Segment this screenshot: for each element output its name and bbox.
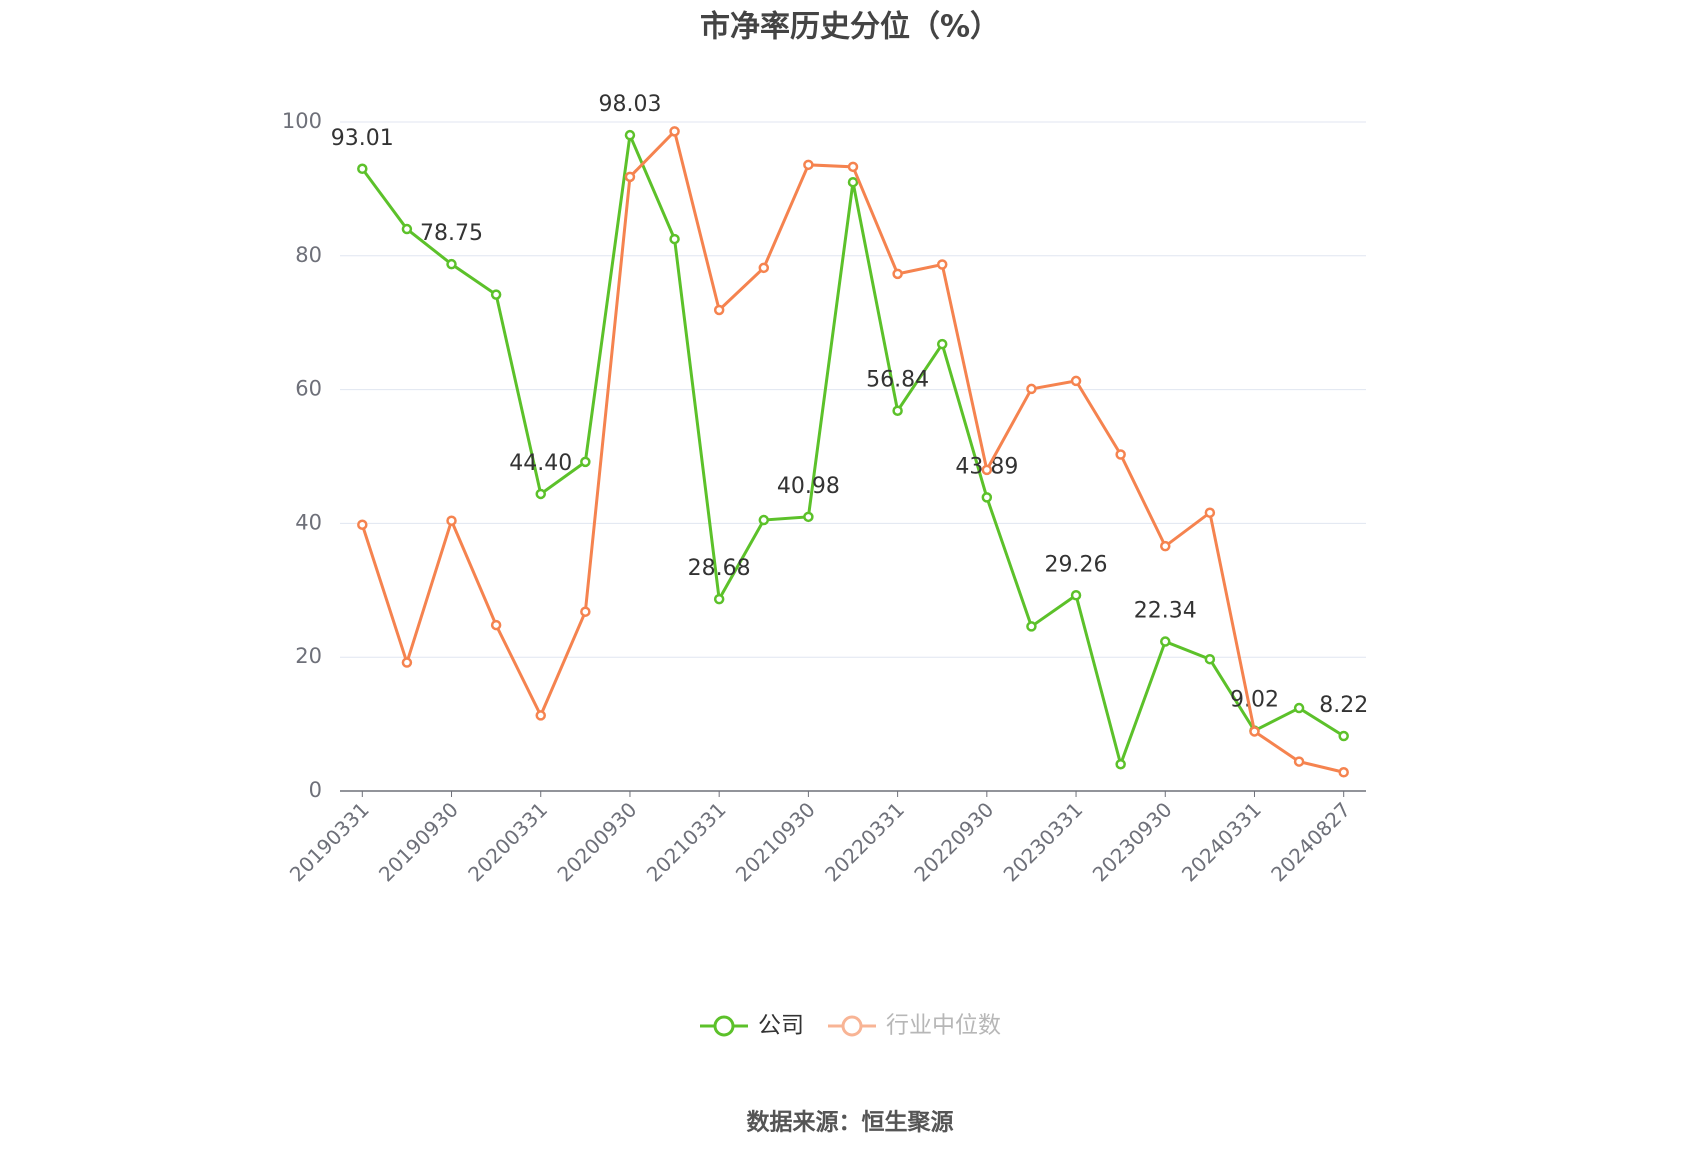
point <box>1115 449 1126 460</box>
y-tick-label: 80 <box>295 243 322 267</box>
point <box>713 593 725 605</box>
point <box>713 304 725 316</box>
point <box>357 519 368 530</box>
point <box>490 619 502 631</box>
point <box>1070 590 1082 601</box>
point <box>847 176 859 188</box>
point <box>1338 730 1349 742</box>
y-tick-label: 100 <box>282 109 322 133</box>
x-tick-label: 20190930 <box>374 797 463 886</box>
x-tick-label: 20240331 <box>1177 797 1266 886</box>
data-label: 40.98 <box>777 474 840 499</box>
x-tick-label: 20240827 <box>1266 797 1355 886</box>
point <box>1249 726 1260 737</box>
x-tick-label: 20230331 <box>999 797 1088 886</box>
point <box>1338 767 1349 778</box>
y-tick-label: 20 <box>295 644 322 668</box>
point <box>535 488 546 500</box>
point <box>580 606 591 617</box>
point <box>758 262 770 274</box>
point <box>446 258 457 270</box>
source-note: 数据来源：恒生聚源 <box>747 1110 954 1136</box>
point <box>1293 702 1305 714</box>
chart-title: 市净率历史分位（%） <box>700 10 1000 45</box>
legend-marker <box>841 1015 863 1037</box>
series-line <box>361 129 1345 770</box>
data-label: 78.75 <box>420 221 483 246</box>
point <box>1293 756 1305 767</box>
x-tick-label: 20200930 <box>552 797 641 886</box>
x-tick-label: 20210930 <box>731 797 820 886</box>
x-tick-label: 20200331 <box>463 797 552 886</box>
legend-label: 公司 <box>758 1013 804 1039</box>
point <box>535 710 546 721</box>
point <box>624 129 636 141</box>
point <box>981 492 993 503</box>
x-tick-label: 20230930 <box>1088 797 1177 886</box>
point <box>981 464 993 476</box>
point <box>936 338 948 350</box>
point <box>580 456 591 468</box>
point <box>446 515 457 526</box>
legend-item: 公司 <box>700 1013 804 1039</box>
data-label: 56.84 <box>866 368 929 393</box>
point <box>401 657 413 668</box>
y-tick-label: 60 <box>295 377 322 401</box>
point <box>803 511 814 523</box>
x-tick-label: 20210331 <box>642 797 731 886</box>
point <box>1204 507 1216 518</box>
legend-label: 行业中位数 <box>886 1013 1001 1039</box>
point <box>401 223 413 235</box>
point <box>1070 375 1082 387</box>
point <box>1026 383 1037 395</box>
point <box>892 405 903 416</box>
point <box>1026 621 1037 632</box>
legend-item: 行业中位数 <box>828 1013 1001 1039</box>
x-tick-label: 20220930 <box>909 797 998 886</box>
data-label: 93.01 <box>331 126 394 151</box>
data-label: 29.26 <box>1045 552 1108 577</box>
data-label: 44.40 <box>509 451 572 476</box>
data-label: 28.68 <box>688 556 751 581</box>
point <box>758 514 770 526</box>
data-label: 98.03 <box>598 92 661 117</box>
x-tick-label: 20220331 <box>820 797 909 886</box>
point <box>669 233 680 245</box>
point <box>624 171 636 183</box>
data-label: 9.02 <box>1230 688 1279 713</box>
point <box>1160 540 1171 552</box>
point <box>936 259 948 270</box>
y-tick-label: 0 <box>309 778 322 802</box>
point <box>892 268 903 280</box>
point <box>847 161 859 173</box>
data-label: 22.34 <box>1134 599 1197 624</box>
data-label: 8.22 <box>1319 693 1368 718</box>
legend-marker <box>713 1015 735 1037</box>
point <box>357 163 368 175</box>
point <box>1204 653 1216 665</box>
x-tick-label: 20190331 <box>285 797 374 886</box>
y-tick-label: 40 <box>295 510 322 534</box>
point <box>669 126 680 137</box>
point <box>1160 636 1171 647</box>
point <box>490 289 502 300</box>
point <box>1115 758 1126 770</box>
point <box>803 159 814 171</box>
